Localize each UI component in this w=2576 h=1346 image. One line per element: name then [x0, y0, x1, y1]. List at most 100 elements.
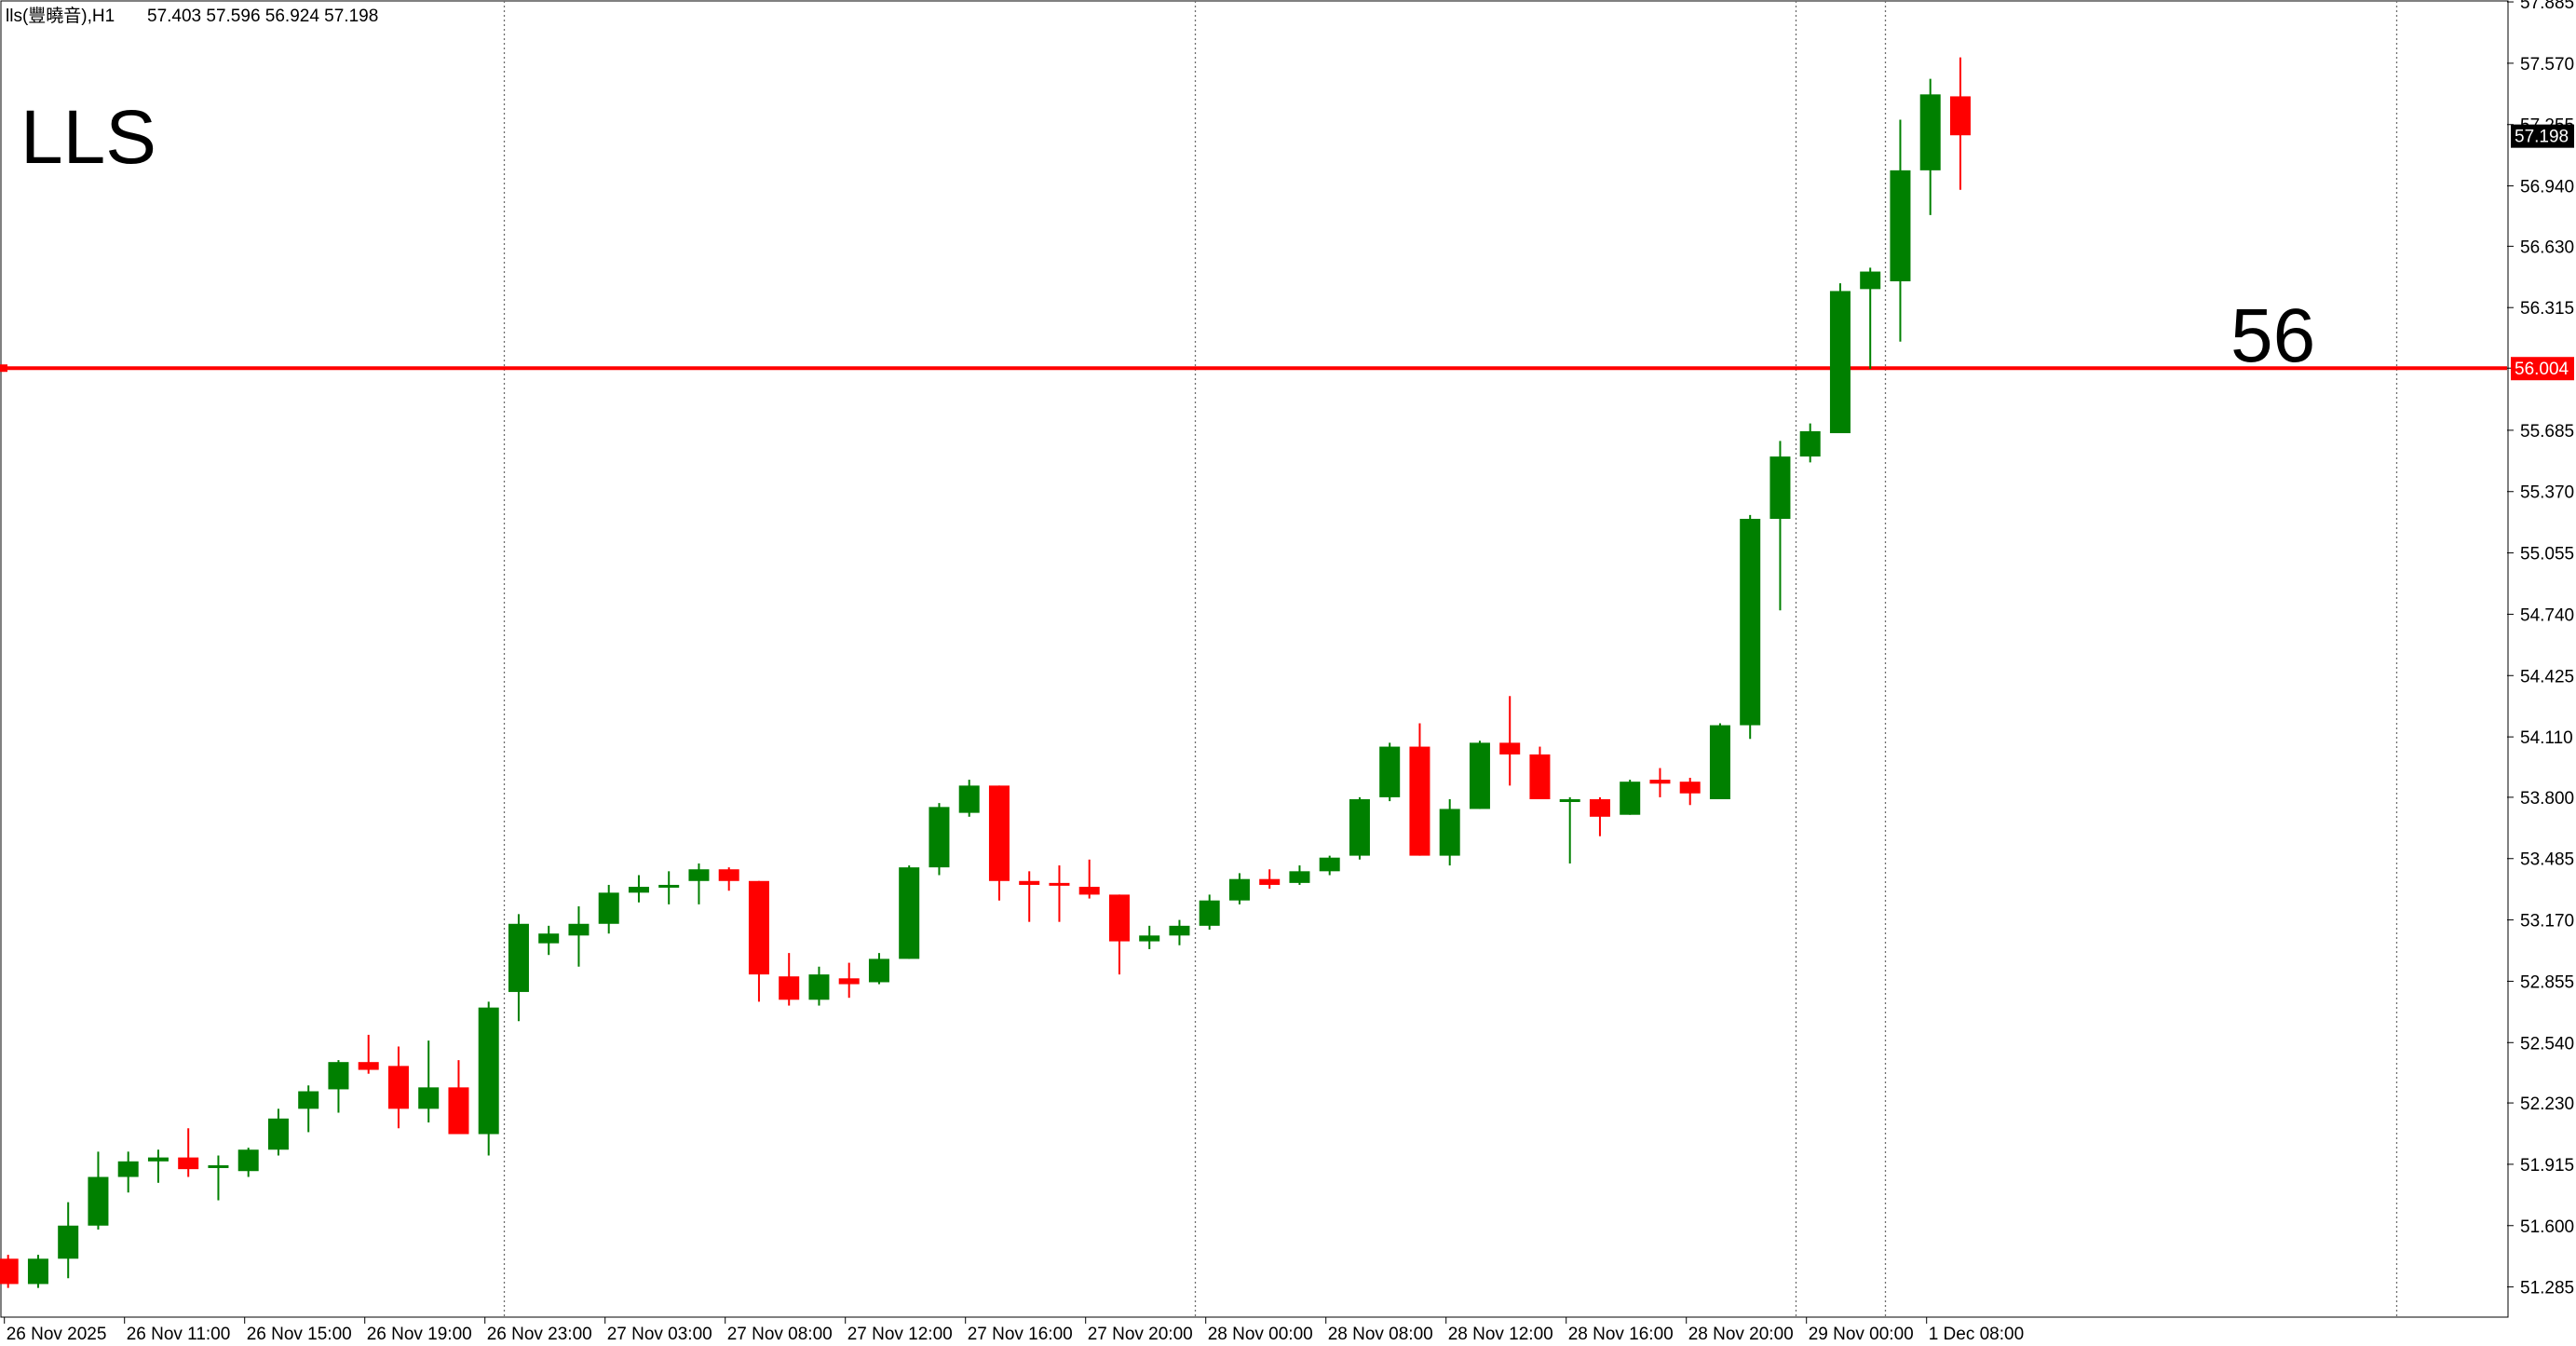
- candle: [598, 884, 619, 934]
- candle: [1289, 865, 1310, 885]
- y-tick-label: 51.600: [2520, 1217, 2574, 1237]
- candle: [117, 1151, 139, 1193]
- candle-body: [868, 959, 889, 983]
- x-tick-label: 28 Nov 08:00: [1328, 1325, 1433, 1344]
- candle-body: [1199, 900, 1220, 926]
- candle-body: [1559, 798, 1580, 802]
- candle-body: [929, 807, 950, 868]
- candle: [1589, 796, 1610, 836]
- candle: [1108, 894, 1130, 975]
- candle-body: [147, 1157, 169, 1162]
- current-price-tag-label: 57.198: [2515, 128, 2569, 147]
- y-tick-label: 53.170: [2520, 912, 2574, 931]
- y-tick-label: 54.740: [2520, 605, 2574, 625]
- x-tick-label: 26 Nov 11:00: [127, 1325, 231, 1344]
- candle-body: [328, 1062, 349, 1090]
- candle: [1019, 871, 1040, 922]
- x-tick-label: 28 Nov 20:00: [1688, 1325, 1794, 1344]
- candle-body: [27, 1258, 48, 1285]
- candle-body: [88, 1176, 109, 1226]
- candle: [808, 966, 830, 1006]
- x-tick-label: 27 Nov 08:00: [727, 1325, 833, 1344]
- candle-body: [387, 1066, 409, 1109]
- candle-body: [1108, 894, 1130, 942]
- candle-body: [0, 1258, 19, 1285]
- candle-body: [1860, 271, 1881, 290]
- horizontal-level-line[interactable]: [0, 364, 2507, 373]
- candle: [147, 1149, 169, 1183]
- candle-body: [1379, 746, 1401, 797]
- candle: [1228, 873, 1250, 904]
- candle-body: [1620, 782, 1641, 815]
- candle-body: [598, 892, 619, 924]
- candle-body: [779, 976, 800, 1000]
- candle-body: [1649, 780, 1671, 784]
- candle-body: [358, 1062, 379, 1070]
- level-price-tag: 56.004: [2511, 357, 2574, 381]
- candle-body: [688, 869, 710, 881]
- candle: [358, 1034, 379, 1074]
- candle-body: [958, 785, 980, 813]
- candle: [1259, 869, 1281, 890]
- candle: [1469, 741, 1490, 809]
- y-tick-label: 55.370: [2520, 483, 2574, 503]
- candle: [1620, 780, 1641, 815]
- price-tags: 57.198 56.004: [2511, 124, 2574, 381]
- chart-symbol-label: lls(豐曉音),H1: [6, 6, 115, 26]
- candle-body: [1499, 742, 1521, 755]
- candle: [899, 865, 920, 959]
- candle: [1439, 798, 1460, 866]
- x-tick-label: 27 Nov 20:00: [1088, 1325, 1193, 1344]
- candle: [267, 1108, 289, 1156]
- candle: [1319, 855, 1340, 876]
- y-tick-label: 56.315: [2520, 299, 2574, 319]
- candle: [478, 1001, 499, 1156]
- candle: [0, 1255, 19, 1288]
- candle-body: [568, 923, 590, 936]
- candle: [88, 1151, 109, 1230]
- candle-body: [628, 887, 649, 893]
- candle-body: [988, 785, 1010, 881]
- y-tick-label: 55.685: [2520, 422, 2574, 442]
- current-price-tag: 57.198: [2511, 124, 2574, 148]
- candle: [328, 1060, 349, 1113]
- candle: [628, 875, 649, 903]
- y-tick-label: 51.915: [2520, 1156, 2574, 1176]
- candle-body: [418, 1087, 440, 1109]
- candle: [1379, 742, 1401, 802]
- x-tick-label: 26 Nov 2025: [7, 1325, 107, 1344]
- candle-body: [538, 933, 560, 944]
- y-tick-label: 55.055: [2520, 545, 2574, 564]
- x-tick-label: 28 Nov 16:00: [1568, 1325, 1674, 1344]
- y-tick-label: 52.230: [2520, 1094, 2574, 1114]
- y-tick-label: 53.485: [2520, 850, 2574, 870]
- candle: [27, 1255, 48, 1288]
- y-tick-label: 52.855: [2520, 972, 2574, 992]
- candle: [1919, 78, 1941, 215]
- x-tick-label: 1 Dec 08:00: [1929, 1325, 2024, 1344]
- candle-body: [1890, 170, 1911, 281]
- symbol-annotation[interactable]: LLS: [20, 95, 156, 180]
- candle-body: [658, 884, 680, 888]
- candle-body: [1139, 935, 1160, 942]
- candle-body: [208, 1164, 229, 1168]
- candle: [688, 863, 710, 904]
- candle: [1799, 423, 1821, 463]
- candle: [1949, 57, 1971, 190]
- candle-body: [1319, 857, 1340, 872]
- candle: [838, 962, 860, 999]
- candle: [1709, 723, 1730, 799]
- candle: [58, 1202, 79, 1279]
- level-annotation[interactable]: 56: [2230, 293, 2315, 378]
- x-tick-label: 26 Nov 23:00: [487, 1325, 592, 1344]
- candle: [1078, 859, 1100, 899]
- candle: [748, 880, 769, 1002]
- chart-ohlc-label: 57.403 57.596 56.924 57.198: [147, 7, 378, 26]
- candle-body: [1679, 782, 1701, 794]
- period-separators: [503, 1, 2398, 1317]
- candle: [508, 914, 529, 1022]
- candle: [779, 953, 800, 1006]
- x-tick-label: 26 Nov 19:00: [367, 1325, 472, 1344]
- candle-body: [508, 923, 529, 992]
- candle: [178, 1128, 199, 1177]
